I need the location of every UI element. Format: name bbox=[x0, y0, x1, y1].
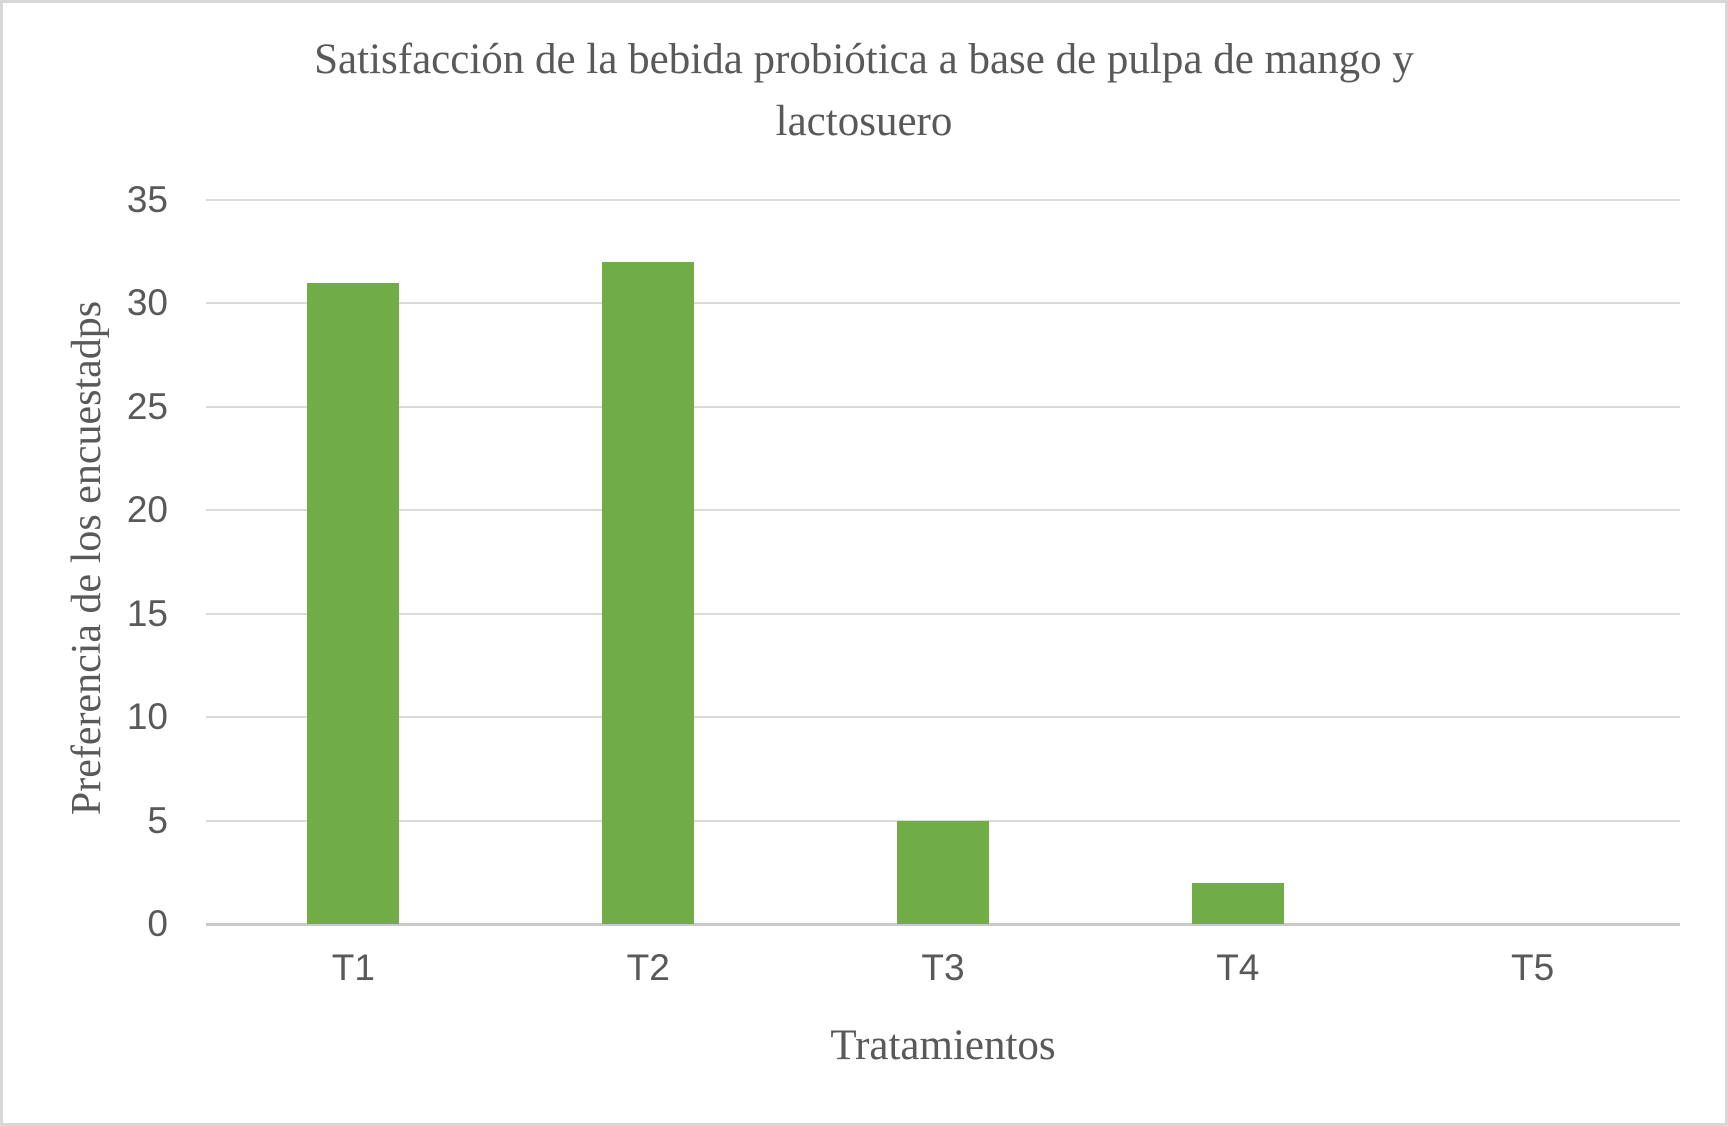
x-tick-label-T1: T1 bbox=[331, 947, 375, 988]
x-tick-label-T2: T2 bbox=[626, 947, 670, 988]
gridline-20 bbox=[206, 509, 1680, 512]
y-tick-label-10: 10 bbox=[126, 696, 168, 738]
chart-title-text: Satisfacción de la bebida probiótica a b… bbox=[314, 36, 1414, 146]
bar-T1 bbox=[307, 282, 400, 924]
y-tick-label-15: 15 bbox=[126, 592, 168, 634]
y-tick-label-0: 0 bbox=[147, 903, 168, 944]
chart-title: Satisfacción de la bebida probiótica a b… bbox=[3, 29, 1725, 154]
gridline-10 bbox=[206, 716, 1680, 719]
x-tick-label-T3: T3 bbox=[921, 947, 965, 988]
bar-T4 bbox=[1191, 882, 1284, 924]
gridline-5 bbox=[206, 819, 1680, 822]
bar-T2 bbox=[602, 262, 695, 924]
y-tick-label-35: 35 bbox=[126, 179, 168, 220]
y-tick-label-25: 25 bbox=[126, 385, 168, 427]
gridline-15 bbox=[206, 612, 1680, 615]
y-tick-label-30: 30 bbox=[126, 282, 168, 324]
x-axis-line bbox=[206, 923, 1680, 926]
bar-T3 bbox=[897, 820, 989, 924]
gridline-30 bbox=[206, 302, 1680, 305]
plot-area bbox=[206, 199, 1680, 926]
y-tick-label-5: 5 bbox=[147, 799, 168, 841]
x-tick-label-T4: T4 bbox=[1216, 947, 1260, 988]
x-tick-label-T5: T5 bbox=[1511, 947, 1555, 988]
y-tick-label-20: 20 bbox=[126, 489, 168, 531]
gridline-35 bbox=[206, 199, 1680, 201]
gridline-25 bbox=[206, 405, 1680, 408]
x-axis-title: Tratamientos bbox=[830, 1022, 1056, 1069]
